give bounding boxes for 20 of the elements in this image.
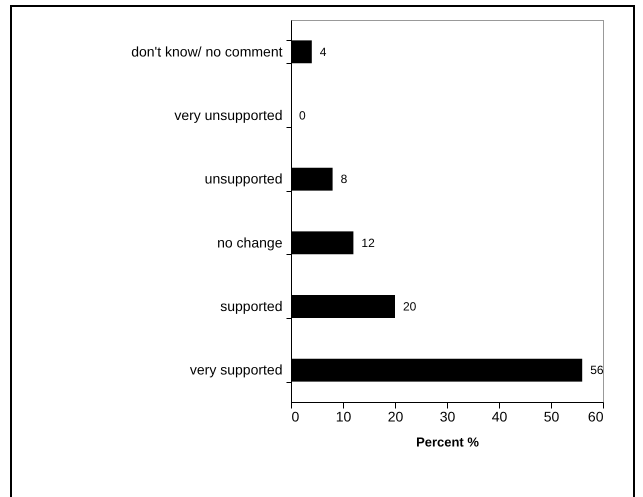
x-tick-label: 30 [440,408,456,424]
x-tick-label: 0 [292,408,300,424]
y-tick-label: very unsupported [174,107,282,123]
x-tick-label: 40 [492,408,508,424]
y-tick-label: don't know/ no comment [131,43,283,60]
data-label: 56 [590,363,604,378]
y-tick-label: supported [220,298,282,314]
data-label: 12 [361,236,376,250]
y-tick-label: very supported [190,362,282,378]
y-tick-label: no change [217,234,283,250]
x-tick-label: 60 [588,408,604,424]
data-label: 8 [340,172,348,186]
data-label: 20 [403,300,417,314]
x-axis-title: Percent % [416,434,480,450]
x-tick-label: 20 [388,408,404,424]
y-tick-label: unsupported [204,170,282,187]
data-label: 0 [299,108,306,122]
x-tick-label: 50 [544,408,560,424]
data-label: 4 [320,44,327,59]
x-tick-label: 10 [336,408,352,424]
